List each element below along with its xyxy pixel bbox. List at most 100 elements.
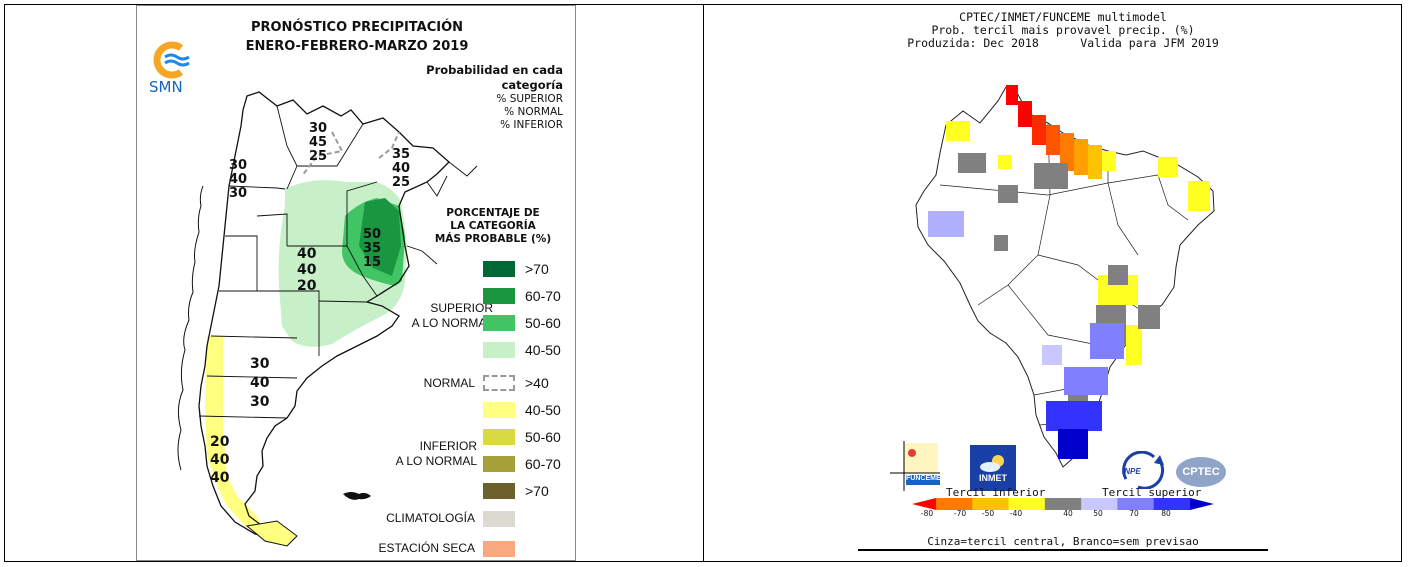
legend-row-inf-50-60: 50-60 (483, 429, 561, 445)
normal-region-dashed (301, 131, 400, 177)
porcentaje-line-2: LA CATEGORÍA (450, 220, 536, 232)
value-normal: 40 (250, 375, 270, 391)
colorbar-tick: -40 (1009, 509, 1023, 518)
colorbar-segment (1044, 498, 1082, 510)
region-values-patagonia-south: 20 40 40 (210, 433, 229, 487)
prob-title-1: Probabilidad en cada (426, 63, 563, 77)
colorbar-segment (972, 498, 1010, 510)
legend-row-sup-50-60: 50-60 (483, 315, 561, 331)
value-superior: 20 (210, 434, 230, 450)
value-normal: 40 (392, 161, 411, 176)
porcentaje-line-3: MÁS PROBABLE (%) (434, 233, 552, 245)
value-inferior: 30 (250, 394, 270, 410)
cptec-title-line-1: CPTEC/INMET/FUNCEME multimodel (959, 10, 1167, 24)
legend-label: >40 (525, 375, 549, 391)
argentina-outline (198, 91, 450, 539)
category-inferior-line-1: INFERIOR (419, 439, 477, 453)
value-superior: 30 (229, 158, 248, 173)
colorbar-tick: 40 (1063, 509, 1073, 518)
prob-inferior: % INFERIOR (500, 119, 563, 131)
value-normal: 40 (229, 172, 248, 187)
category-superior: SUPERIOR A LO NORMAL (403, 301, 493, 331)
value-superior: 30 (309, 121, 328, 136)
legend-row-climatologia (483, 511, 515, 527)
value-superior: 30 (250, 356, 270, 372)
legend-row-sup-60-70: 60-70 (483, 288, 561, 304)
legend-swatch (483, 342, 515, 358)
colorbar-tick: 80 (1161, 509, 1171, 518)
smn-title: PRONÓSTICO PRECIPITACIÓN ENERO-FEBRERO-M… (137, 18, 577, 56)
category-normal: NORMAL (423, 376, 475, 390)
legend-label: 50-60 (525, 315, 561, 331)
legend-row-estacion-seca (483, 541, 515, 557)
cptec-logo-text: CPTEC (1182, 466, 1220, 478)
value-superior: 50 (363, 227, 382, 242)
smn-forecast-panel: PRONÓSTICO PRECIPITACIÓN ENERO-FEBRERO-M… (136, 5, 576, 561)
legend-row-sup-40-50: 40-50 (483, 342, 561, 358)
value-superior: 35 (392, 147, 411, 162)
legend-swatch (483, 261, 515, 277)
category-inferior: INFERIOR A LO NORMAL (387, 439, 477, 469)
category-climatologia: CLIMATOLOGÍA (386, 511, 475, 525)
inferior-yellow-patches (946, 121, 1210, 365)
inferior-red-cluster (1006, 85, 1116, 179)
category-superior-line-1: SUPERIOR (430, 301, 493, 315)
value-normal: 40 (210, 452, 230, 468)
legend-row-normal-40: >40 (483, 375, 549, 391)
region-inferior-40-50 (205, 336, 265, 531)
colorbar-right-arrow (1190, 498, 1214, 510)
legend-swatch (483, 456, 515, 472)
region-values-east: 50 35 15 (363, 228, 381, 270)
colorbar-segment (1153, 498, 1191, 510)
value-inferior: 25 (309, 149, 328, 164)
prob-title-2: categoría (501, 78, 563, 92)
region-values-northwest: 30 40 30 (229, 159, 247, 201)
colorbar-tick: -50 (981, 509, 995, 518)
colorbar-tick: 70 (1129, 509, 1139, 518)
value-normal: 45 (309, 135, 328, 150)
porcentaje-line-1: PORCENTAJE DE (446, 207, 540, 219)
colorbar-segment (1081, 498, 1118, 510)
value-inferior: 15 (363, 255, 382, 270)
argentina-map (177, 91, 478, 547)
category-estacion-seca: ESTACIÓN SECA (378, 541, 475, 555)
colorbar-tick: -70 (953, 509, 967, 518)
legend-swatch (483, 541, 515, 557)
prob-superior: % SUPERIOR (496, 93, 563, 105)
inmet-logo-icon: INMET (970, 445, 1016, 491)
inpe-logo-text: INPE (1122, 467, 1141, 476)
footer-rule (858, 549, 1268, 551)
colorbar-strip (912, 498, 1214, 510)
category-inferior-line-2: A LO NORMAL (395, 454, 477, 468)
inmet-logo-text: INMET (979, 473, 1007, 483)
value-normal: 40 (297, 262, 317, 278)
region-values-northeast: 35 40 25 (392, 148, 410, 190)
cptec-footer-note: Cinza=tercil central, Branco=sem previsa… (927, 535, 1199, 548)
colorbar-tick: 50 (1093, 509, 1103, 518)
cptec-title-line-2: Prob. tercil mais provavel precip. (%) (931, 23, 1195, 37)
region-values-patagonia-north: 30 40 30 (250, 355, 269, 412)
legend-swatch (483, 483, 515, 499)
province-borders (198, 105, 378, 419)
legend-label: 40-50 (525, 402, 561, 418)
colorbar-segment (1008, 498, 1046, 510)
superior-blue-patches (928, 211, 1124, 459)
legend-label: >70 (525, 483, 549, 499)
cptec-logo-icon: CPTEC (1176, 457, 1226, 487)
legend-row-inf-60-70: 60-70 (483, 456, 561, 472)
legend-swatch (483, 402, 515, 418)
colorbar-label-superior: Tercil superior (1102, 486, 1202, 499)
legend-row-inf-70: >70 (483, 483, 549, 499)
legend-label: 60-70 (525, 288, 561, 304)
value-inferior: 20 (297, 278, 317, 294)
panel-divider (703, 4, 704, 562)
value-inferior: 25 (392, 175, 411, 190)
cptec-title: CPTEC/INMET/FUNCEME multimodel Prob. ter… (858, 11, 1268, 50)
region-values-north: 30 45 25 (309, 122, 327, 164)
cptec-forecast-panel: CPTEC/INMET/FUNCEME multimodel Prob. ter… (858, 5, 1268, 561)
category-superior-line-2: A LO NORMAL (411, 316, 493, 330)
legend-swatch (483, 511, 515, 527)
colorbar-left-arrow (912, 498, 936, 510)
smn-logo-icon (153, 41, 190, 79)
legend-label: 40-50 (525, 342, 561, 358)
